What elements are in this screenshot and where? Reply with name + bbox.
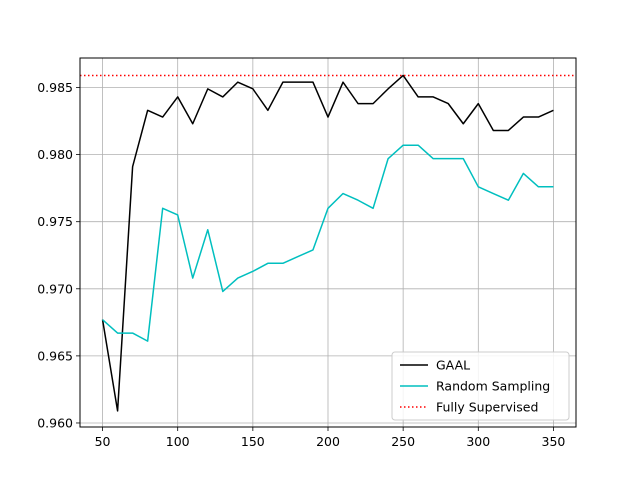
axis-ticks: 50 100 150 200 250 300 350 0.960 0.965 0.970 0.975… <box>37 80 565 449</box>
series-line-gaal <box>101 74 554 412</box>
plot-lines <box>80 74 576 412</box>
legend-box <box>391 351 570 421</box>
legend-label: Fully Supervised <box>436 400 538 415</box>
y-tick-label: 0.965 <box>37 348 73 363</box>
legend-label: GAAL <box>436 358 470 373</box>
legend: GAAL Random Sampling Fully Supervised <box>391 351 570 421</box>
legend-label: Random Sampling <box>436 379 550 394</box>
y-tick-label: 0.975 <box>37 214 73 229</box>
x-tick-label: 200 <box>316 434 340 449</box>
series-line-random-sampling <box>102 144 554 342</box>
y-tick-label: 0.960 <box>37 415 73 430</box>
x-tick-label: 350 <box>542 434 566 449</box>
y-tick-label: 0.980 <box>37 147 73 162</box>
x-tick-label: 150 <box>241 434 265 449</box>
x-tick-label: 300 <box>466 434 490 449</box>
x-tick-label: 250 <box>391 434 415 449</box>
y-tick-label: 0.985 <box>37 80 73 95</box>
y-tick-label: 0.970 <box>37 281 73 296</box>
x-tick-label: 50 <box>95 434 111 449</box>
x-tick-label: 100 <box>166 434 190 449</box>
grid <box>80 58 576 427</box>
